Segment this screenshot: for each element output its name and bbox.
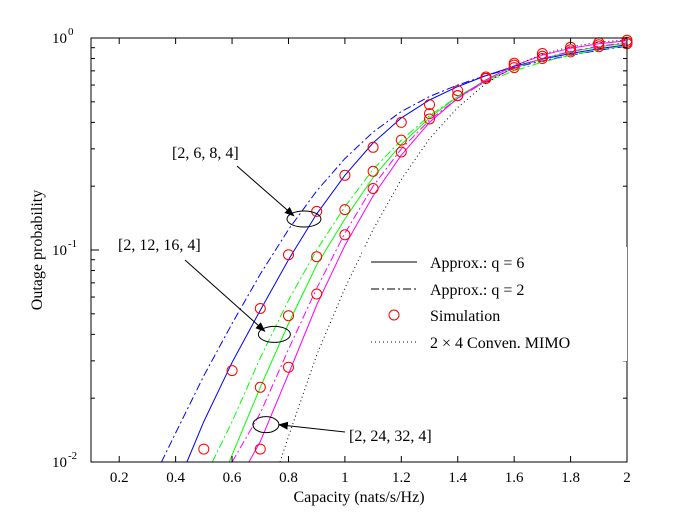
annotation-2-6-8-4: [2, 6, 8, 4] [172, 145, 322, 228]
simulation-point [536, 48, 548, 59]
series-2-12-16-4-approx-q-6 [228, 42, 628, 463]
legend-label-approx-q2: Approx.: q = 2 [430, 282, 524, 299]
y-tick-label: 10 [52, 455, 67, 471]
series-2-24-32-4-simulation [254, 34, 633, 455]
series-2-6-8-4-simulation [198, 38, 633, 455]
legend-label-conven-mimo: 2 × 4 Conven. MIMO [430, 335, 570, 352]
simulation-point [367, 183, 379, 194]
annotation-ellipse [286, 210, 322, 228]
series-2-12-16-4-approx-q-2 [211, 45, 628, 463]
simulation-point [480, 71, 492, 83]
simulation-point [339, 169, 351, 181]
series-layer [161, 34, 633, 463]
simulation-point [395, 116, 407, 128]
legend: Approx.: q = 6 Approx.: q = 2 Simulation… [362, 247, 627, 361]
annotation-layer: [2, 6, 8, 4] [2, 12, 16, 4] [2, 24, 32, 4] [118, 145, 432, 445]
x-tick-label: 1.6 [505, 470, 524, 486]
simulation-point [452, 85, 464, 97]
simulation-point [367, 141, 379, 153]
x-tick-label: 1 [341, 470, 349, 486]
simulation-point [339, 204, 351, 216]
y-tick-label-exponent: -2 [68, 450, 77, 462]
simulation-point [283, 361, 294, 373]
series-2-24-32-4-approx-q-6 [248, 40, 628, 463]
y-tick-label-exponent: 0 [68, 26, 74, 38]
x-tick-label: 0.8 [279, 470, 298, 486]
annotation-label: [2, 24, 32, 4] [349, 428, 432, 445]
annotation-label: [2, 6, 8, 4] [172, 145, 239, 162]
simulation-point [311, 251, 323, 263]
simulation-point [198, 443, 210, 455]
y-tick-label-exponent: -1 [68, 238, 77, 250]
x-tick-label: 2 [623, 470, 631, 486]
y-tick-label: 10 [52, 243, 67, 259]
simulation-point [508, 57, 520, 69]
x-tick-label: 1.4 [448, 470, 467, 486]
legend-label-simulation: Simulation [430, 308, 500, 325]
simulation-point [508, 62, 520, 74]
simulation-point [254, 381, 266, 393]
series-2-4-conven-mimo-2-4-conven-mimo [279, 39, 628, 463]
simulation-point [395, 134, 407, 146]
x-tick-label: 0.6 [223, 470, 242, 486]
series-2-24-32-4-approx-q-2 [231, 42, 628, 463]
x-tick-label: 1.8 [561, 470, 580, 486]
simulation-point [424, 113, 435, 125]
series-2-6-8-4-approx-q-2 [161, 45, 628, 463]
simulation-point [424, 99, 435, 111]
x-tick-label: 0.4 [166, 470, 185, 486]
annotation-ellipse [257, 325, 291, 343]
annotation-label: [2, 12, 16, 4] [118, 237, 201, 254]
simulation-point [395, 146, 407, 158]
simulation-point [536, 50, 548, 62]
simulation-point [254, 443, 266, 455]
simulation-point [226, 365, 238, 377]
legend-label-approx-q6: Approx.: q = 6 [430, 255, 524, 272]
simulation-point [424, 108, 435, 120]
simulation-point [283, 249, 294, 261]
y-tick-label: 10 [52, 31, 67, 47]
annotation-arrow [184, 259, 266, 332]
legend-swatch-circle [388, 309, 400, 321]
annotation-2-24-32-4: [2, 24, 32, 4] [252, 416, 432, 445]
x-tick-label: 1.2 [392, 470, 411, 486]
x-axis-label: Capacity (nats/s/Hz) [293, 489, 424, 506]
annotation-2-12-16-4: [2, 12, 16, 4] [118, 237, 291, 343]
simulation-point [283, 310, 294, 322]
legend-box [362, 247, 627, 361]
annotation-arrow [277, 421, 346, 433]
simulation-point [339, 229, 351, 241]
simulation-point [367, 165, 379, 177]
y-axis-label: Outage probability [29, 190, 46, 310]
x-tick-label: 0.2 [110, 470, 129, 486]
simulation-point [452, 90, 464, 102]
simulation-point [254, 303, 266, 314]
annotation-arrow [236, 165, 295, 217]
simulation-point [311, 288, 323, 300]
